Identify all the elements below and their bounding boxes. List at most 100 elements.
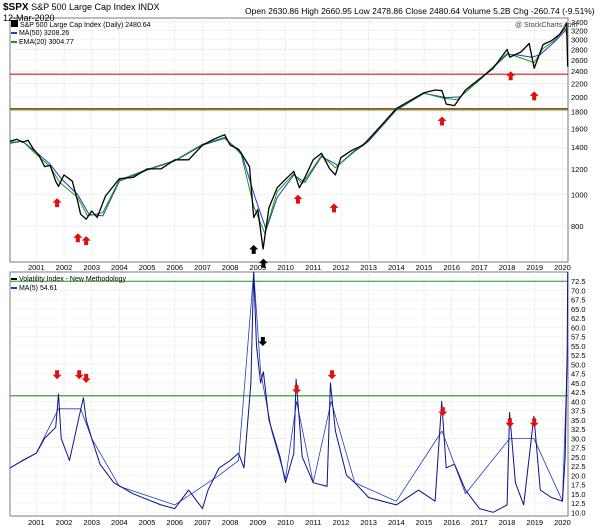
annotation-arrow-down [81,373,91,383]
x-tick-label-bottom: 2003 [83,518,100,527]
x-tick-label-top: 2011 [305,263,321,272]
x-tick-label-top: 2020 [554,263,571,272]
legend-label-price: S&P 500 Large Cap Index (Daily) 2480.64 [19,22,151,29]
y-tick-label-top: 1200 [571,165,588,174]
y-tick-label-bottom: 42.5 [571,388,586,397]
vix-line [9,271,569,513]
y-tick-label-top: 3400 [571,18,588,27]
annotation-arrow-down [292,385,302,394]
y-tick-label-bottom: 20.0 [571,471,586,480]
x-tick-label-bottom: 2013 [360,518,377,527]
y-tick-label-top: 3200 [571,27,588,36]
y-tick-label-bottom: 60.0 [571,323,586,332]
x-tick-label-bottom: 2019 [526,518,543,527]
annotation-arrow-up [73,233,83,243]
annotation-arrow-down-black [258,336,268,346]
y-tick-label-top: 2800 [571,45,588,54]
annotation-arrow-up [506,71,516,81]
x-tick-label-bottom: 2018 [499,518,516,527]
y-tick-label-top: 1400 [571,143,588,152]
x-tick-label-bottom: 2001 [28,518,45,527]
y-tick-label-top: 1600 [571,124,588,133]
annotation-arrow-up-black [258,258,268,268]
chart-date: 12-Mar-2020 [3,13,55,23]
annotation-arrow-up [81,236,91,246]
x-tick-label-top: 2010 [277,263,294,272]
annotation-arrow-up [437,116,447,126]
y-tick-label-bottom: 72.5 [571,277,586,286]
legend-swatch-ema20 [11,41,17,44]
x-tick-label-bottom: 2011 [305,518,321,527]
y-tick-label-bottom: 55.0 [571,342,586,351]
x-tick-label-top: 2016 [443,263,460,272]
x-tick-label-bottom: 2006 [166,518,183,527]
y-tick-label-bottom: 10.0 [571,508,586,517]
y-tick-label-bottom: 12.5 [571,499,586,508]
y-tick-label-bottom: 30.0 [571,434,586,443]
annotation-arrow-down [52,370,62,380]
x-tick-label-top: 2015 [416,263,433,272]
y-tick-label-bottom: 70.0 [571,286,586,295]
x-tick-label-top: 2013 [360,263,377,272]
x-tick-label-top: 2004 [111,263,128,272]
y-tick-label-bottom: 52.5 [571,351,586,360]
x-tick-label-bottom: 2008 [222,518,239,527]
x-tick-label-bottom: 2017 [471,518,488,527]
y-tick-label-top: 1000 [571,191,588,200]
legend-swatch-ma50 [11,32,17,35]
y-tick-label-bottom: 22.5 [571,462,586,471]
x-tick-label-bottom: 2007 [194,518,211,527]
x-tick-label-top: 2002 [56,263,73,272]
y-tick-label-top: 2200 [571,79,588,88]
x-tick-label-top: 2018 [499,263,516,272]
annotation-arrow-up [52,198,62,208]
y-tick-label-top: 800 [571,222,584,231]
legend-ema20: EMA(20) 3004.77 [11,38,74,47]
x-tick-label-bottom: 2016 [443,518,460,527]
y-tick-label-bottom: 62.5 [571,314,586,323]
y-tick-label-top: 2400 [571,67,588,76]
legend-label-vix: Volatility Index - New Methodology [18,276,126,283]
legend-swatch-vix-ma5 [11,287,17,290]
legend-price: S&P 500 Large Cap Index (Daily) 2480.64 [11,20,151,30]
y-tick-label-bottom: 47.5 [571,370,586,379]
x-tick-label-top: 2005 [139,263,156,272]
legend-swatch-vix [11,278,17,281]
x-tick-label-bottom: 2010 [277,518,294,527]
legend-label-ma50: MA(50) 3208.26 [18,30,70,37]
index-name: S&P 500 Large Cap Index INDX [31,2,160,12]
legend-vix-ma5: MA(5) 54.61 [11,284,57,293]
panel-frame-1 [9,17,569,263]
y-tick-label-bottom: 65.0 [571,305,586,314]
annotation-arrow-up [329,203,339,213]
symbol-title: $SPX S&P 500 Large Cap Index INDX [3,2,160,13]
y-tick-label-bottom: 57.5 [571,333,586,342]
x-tick-label-bottom: 2020 [554,518,571,527]
x-tick-label-top: 2017 [471,263,488,272]
watermark: @ StockCharts.com [515,22,578,29]
x-tick-label-bottom: 2002 [56,518,73,527]
x-tick-label-bottom: 2012 [333,518,350,527]
x-tick-label-top: 2007 [194,263,211,272]
x-tick-label-bottom: 2005 [139,518,156,527]
y-tick-label-bottom: 27.5 [571,444,586,453]
annotation-arrow-down [74,370,84,380]
y-tick-label-bottom: 15.0 [571,490,586,499]
x-tick-label-top: 2014 [388,263,405,272]
y-tick-label-top: 2600 [571,56,588,65]
annotation-arrow-up [293,194,303,204]
annotation-arrow-down [529,418,539,428]
x-tick-label-top: 2019 [526,263,543,272]
y-tick-label-bottom: 25.0 [571,453,586,462]
y-tick-label-top: 2000 [571,93,588,102]
annotation-arrow-down [327,370,337,380]
legend-swatch-price [11,20,18,27]
y-tick-label-top: 3000 [571,36,588,45]
y-tick-label-bottom: 67.5 [571,296,586,305]
x-tick-label-bottom: 2014 [388,518,405,527]
x-tick-label-top: 2008 [222,263,239,272]
y-tick-label-bottom: 40.0 [571,397,586,406]
panel-frame-2 [9,271,569,517]
annotation-arrow-down [438,407,448,417]
